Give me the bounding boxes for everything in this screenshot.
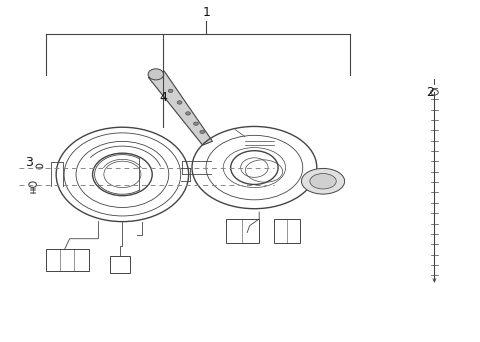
Bar [46, 249, 89, 271]
Circle shape [193, 122, 198, 126]
Ellipse shape [310, 174, 336, 189]
Bar [274, 219, 300, 243]
Text: 3: 3 [25, 156, 33, 169]
Polygon shape [148, 71, 213, 145]
Text: 1: 1 [203, 6, 210, 19]
Text: 2: 2 [426, 86, 433, 99]
Circle shape [168, 89, 173, 93]
Circle shape [186, 112, 191, 115]
Text: 4: 4 [159, 91, 167, 104]
Bar [226, 219, 259, 243]
Ellipse shape [301, 169, 345, 194]
Bar [110, 256, 130, 273]
Circle shape [200, 130, 204, 134]
Circle shape [148, 69, 164, 80]
Circle shape [177, 101, 182, 104]
